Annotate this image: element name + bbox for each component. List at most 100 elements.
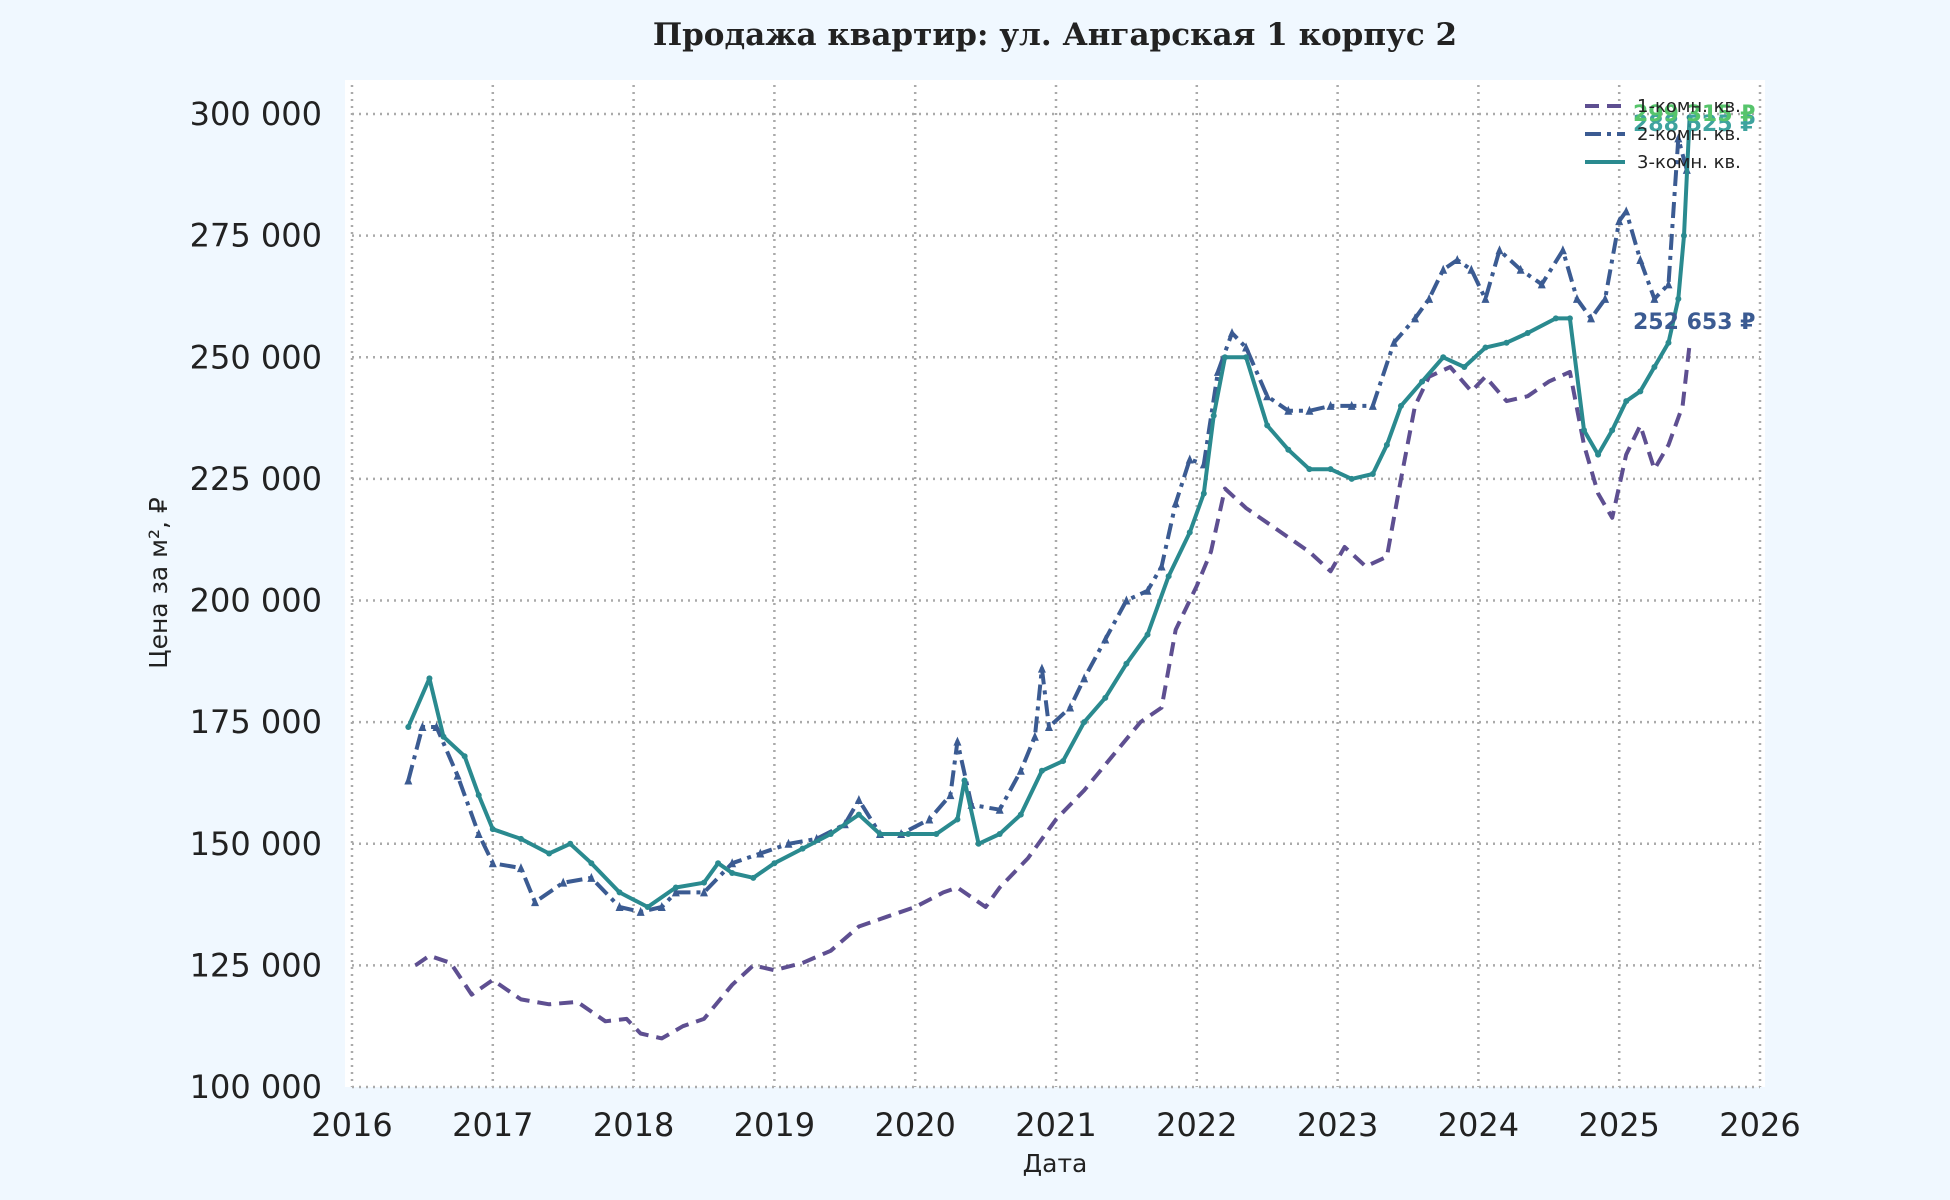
series-point <box>1305 405 1314 415</box>
series-point <box>700 887 708 897</box>
series-point <box>1558 245 1567 255</box>
series-point <box>933 831 940 838</box>
series-point <box>517 835 524 842</box>
series-point <box>1037 663 1046 673</box>
series-point <box>1038 767 1045 774</box>
y-tick-label: 100 000 <box>190 1068 322 1106</box>
y-tick-label: 125 000 <box>190 946 322 984</box>
series-point <box>588 860 595 867</box>
series-point <box>418 722 427 732</box>
series-point <box>954 816 961 823</box>
legend-label: 2-комн. кв. <box>1637 124 1741 145</box>
legend: 1-комн. кв. 2-комн. кв. 3-комн. кв. <box>1585 96 1741 173</box>
y-axis-ticks: 100 000 125 000 150 000 175 000 200 000 225 0… <box>190 95 322 1106</box>
series-point <box>453 770 462 780</box>
series-point <box>1650 293 1659 303</box>
series-point <box>1080 673 1089 683</box>
series-point <box>461 753 468 760</box>
x-axis-label: Дата <box>1023 1149 1088 1178</box>
series-line <box>406 136 1689 914</box>
series-point <box>1081 719 1088 726</box>
series-point <box>1157 561 1166 571</box>
series-point <box>1243 354 1250 361</box>
series-point <box>587 872 596 882</box>
series-point <box>559 877 568 887</box>
series-point <box>1066 702 1075 712</box>
series-end-label: 299 315 ₽ <box>1633 102 1755 127</box>
series-point <box>1674 133 1683 143</box>
series-point <box>1144 631 1151 638</box>
series-point <box>1143 585 1152 595</box>
y-tick-label: 225 000 <box>190 460 322 498</box>
series-point <box>1060 758 1067 765</box>
x-axis-ticks: 2016 2017 2018 2019 2020 2021 2022 2023 2024 2025… <box>311 1106 1800 1144</box>
series-point <box>1210 412 1217 419</box>
series-point <box>854 794 863 804</box>
series-point <box>996 831 1003 838</box>
series-3 <box>405 114 1693 911</box>
y-tick-label: 150 000 <box>190 825 322 863</box>
series-point <box>946 790 955 800</box>
series-point <box>1587 313 1596 323</box>
series-point <box>1665 339 1672 346</box>
series-point <box>475 792 482 799</box>
series-point <box>756 848 765 858</box>
series-point <box>799 845 806 852</box>
series-point <box>1264 422 1271 429</box>
series-point <box>1030 731 1039 741</box>
series-point <box>1453 254 1462 264</box>
series-point <box>1675 295 1682 302</box>
series-point <box>1228 327 1236 337</box>
series-point <box>877 831 883 838</box>
series-point <box>644 904 651 911</box>
series-point <box>1221 354 1228 361</box>
series-point <box>516 863 525 873</box>
series-point <box>975 840 982 847</box>
series-point <box>1572 293 1581 303</box>
x-tick-label: 2021 <box>1015 1106 1096 1144</box>
series-point <box>404 775 413 785</box>
x-tick-label: 2019 <box>734 1106 815 1144</box>
series-point <box>715 860 722 867</box>
series-point <box>1285 446 1292 453</box>
legend-label: 1-комн. кв. <box>1637 96 1741 117</box>
x-tick-label: 2022 <box>1156 1106 1237 1144</box>
series-point <box>671 887 680 897</box>
series-point <box>701 879 707 886</box>
series-2 <box>404 133 1691 916</box>
series-point <box>616 889 623 896</box>
series-point <box>1636 254 1645 264</box>
series-point <box>1185 454 1194 464</box>
series-point <box>488 858 497 868</box>
series-point <box>1495 245 1504 255</box>
series-point <box>995 804 1004 814</box>
chart-title: Продажа квартир: ул. Ангарская 1 корпус … <box>653 17 1457 53</box>
series-point <box>1327 466 1334 473</box>
series-point <box>1651 364 1658 371</box>
x-tick-label: 2023 <box>1297 1106 1378 1144</box>
series-point <box>1664 279 1673 289</box>
y-tick-label: 300 000 <box>190 95 322 133</box>
series-point <box>405 724 412 731</box>
series-point <box>1601 293 1610 303</box>
series-point <box>1411 313 1420 323</box>
series-point <box>440 733 447 740</box>
series-point <box>1552 315 1559 322</box>
series-point <box>1122 595 1131 605</box>
series-point <box>1242 342 1251 352</box>
series-point <box>1044 722 1053 732</box>
series-point <box>1637 388 1644 395</box>
x-tick-label: 2016 <box>311 1106 392 1144</box>
series-point <box>636 906 645 916</box>
x-tick-label: 2025 <box>1578 1106 1659 1144</box>
series-point <box>531 897 540 907</box>
series-point <box>855 811 862 818</box>
series-point <box>1503 339 1510 346</box>
series-point <box>1171 498 1180 508</box>
series-point <box>432 722 441 732</box>
series-point <box>953 736 962 746</box>
series-point <box>1123 660 1130 667</box>
series-point <box>1101 634 1110 644</box>
series-point <box>1284 405 1293 415</box>
